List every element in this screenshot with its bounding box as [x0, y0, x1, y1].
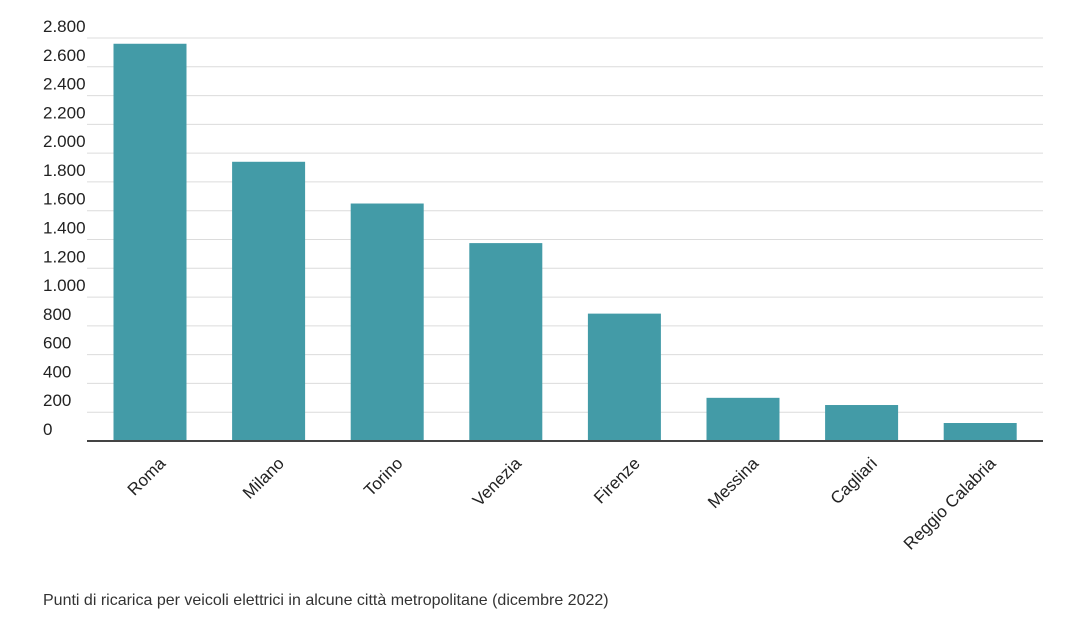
- bar-milano: [232, 161, 306, 441]
- x-category-label: Messina: [704, 454, 763, 513]
- y-tick-label: 800: [43, 305, 71, 324]
- y-tick-label: 2.800: [43, 17, 86, 36]
- x-category-label: Firenze: [590, 454, 644, 508]
- x-category-label: Torino: [360, 454, 406, 500]
- y-tick-label: 1.000: [43, 276, 86, 295]
- bar-cagliari: [825, 405, 899, 441]
- bar-messina: [706, 397, 780, 441]
- y-axis-tick-labels: 0 200 400 600 800 1.000 1.200 1.400 1.600 1.800 2.…: [43, 17, 86, 439]
- bar-roma: [113, 43, 187, 441]
- x-category-label: Roma: [124, 454, 170, 500]
- bar-torino: [350, 203, 424, 441]
- y-tick-label: 2.400: [43, 75, 86, 94]
- y-tick-label: 200: [43, 391, 71, 410]
- y-tick-label: 0: [43, 420, 52, 439]
- y-tick-label: 2.200: [43, 103, 86, 122]
- y-tick-label: 1.400: [43, 219, 86, 238]
- y-tick-label: 1.800: [43, 161, 86, 180]
- y-tick-label: 2.600: [43, 46, 86, 65]
- y-tick-label: 1.600: [43, 190, 86, 209]
- bar-venezia: [469, 243, 543, 441]
- gridlines: [87, 37, 1043, 413]
- x-category-label: Cagliari: [827, 454, 881, 508]
- bars: [113, 43, 1017, 441]
- x-axis-category-labels: Roma Milano Torino Venezia Firenze Messina Cag…: [124, 453, 1000, 553]
- bar-reggio-calabria: [943, 423, 1017, 441]
- y-tick-label: 1.200: [43, 247, 86, 266]
- y-tick-label: 600: [43, 334, 71, 353]
- chart-caption: Punti di ricarica per veicoli elettrici …: [43, 592, 609, 609]
- x-category-label: Reggio Calabria: [900, 453, 1000, 553]
- y-tick-label: 400: [43, 362, 71, 381]
- x-category-label: Milano: [239, 454, 288, 503]
- x-category-label: Venezia: [469, 453, 526, 510]
- y-tick-label: 2.000: [43, 132, 86, 151]
- bar-firenze: [587, 313, 661, 441]
